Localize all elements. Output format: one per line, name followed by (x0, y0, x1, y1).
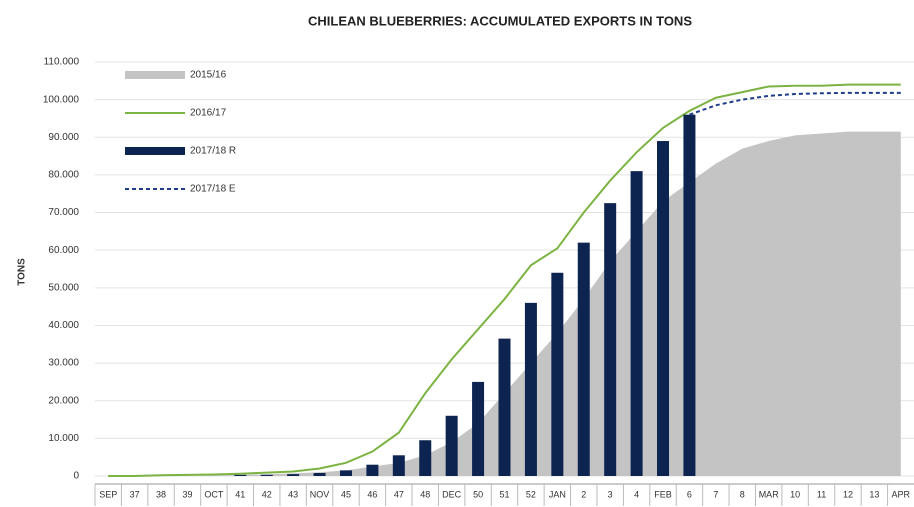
y-tick-label: 50.000 (48, 282, 79, 293)
x-tick-label: 47 (394, 489, 404, 499)
bar (630, 171, 643, 477)
y-tick-label: 10.000 (48, 433, 79, 444)
x-tick-label: 38 (156, 489, 166, 499)
bar (657, 141, 670, 476)
legend-swatch (125, 71, 185, 79)
legend-label: 2016/17 (190, 108, 227, 119)
y-tick-label: 20.000 (48, 395, 79, 406)
x-tick-label: 3 (608, 489, 613, 499)
y-tick-label: 0 (73, 471, 79, 482)
bar (260, 474, 273, 476)
x-tick-label: 7 (713, 489, 718, 499)
x-tick-label: SEP (99, 489, 117, 499)
y-tick-label: 100.000 (43, 94, 80, 105)
bar (339, 470, 352, 476)
x-tick-label: 37 (130, 489, 140, 499)
x-tick-label: 10 (790, 489, 800, 499)
legend-label: 2017/18 R (190, 146, 236, 157)
bar (472, 381, 485, 476)
x-tick-label: APR (892, 489, 911, 499)
x-tick-label: 6 (687, 489, 692, 499)
legend-label: 2017/18 E (190, 184, 236, 195)
x-tick-label: 48 (420, 489, 430, 499)
x-tick-label: OCT (204, 489, 224, 499)
y-tick-label: 40.000 (48, 320, 79, 331)
bar (524, 302, 537, 476)
bar (419, 440, 432, 476)
y-tick-label: 30.000 (48, 358, 79, 369)
bar (366, 464, 379, 476)
line (689, 91, 901, 116)
bar (551, 272, 564, 476)
x-tick-label: 46 (367, 489, 377, 499)
x-tick-label: 39 (182, 489, 192, 499)
x-tick-label: 41 (235, 489, 245, 499)
y-tick-label: 70.000 (48, 207, 79, 218)
x-tick-label: 42 (262, 489, 272, 499)
x-tick-label: JAN (549, 489, 566, 499)
y-tick-label: 110.000 (44, 57, 80, 68)
x-tick-label: 51 (499, 489, 509, 499)
x-tick-label: MAR (759, 489, 780, 499)
chart-title: CHILEAN BLUEBERRIES: ACCUMULATED EXPORTS… (308, 13, 692, 28)
x-tick-label: 8 (740, 489, 745, 499)
y-tick-label: 80.000 (48, 170, 79, 181)
y-tick-label: 60.000 (48, 245, 79, 256)
x-tick-label: 4 (634, 489, 639, 499)
line (108, 83, 901, 477)
legend-swatch (125, 147, 185, 155)
bar (577, 242, 590, 476)
x-tick-label: 13 (869, 489, 879, 499)
x-tick-label: 2 (581, 489, 586, 499)
x-tick-label: FEB (654, 489, 672, 499)
bar (392, 455, 405, 476)
bar (445, 415, 458, 476)
x-tick-label: 43 (288, 489, 298, 499)
y-axis-label: TONS (17, 258, 28, 286)
x-tick-label: 11 (817, 489, 826, 499)
bar (313, 472, 326, 476)
x-tick-label: 52 (526, 489, 536, 499)
x-tick-label: NOV (310, 489, 330, 499)
area (108, 131, 901, 477)
x-tick-label: DEC (442, 489, 462, 499)
x-tick-label: 12 (843, 489, 853, 499)
x-tick-label: 45 (341, 489, 351, 499)
y-tick-label: 90.000 (48, 132, 79, 143)
bar (498, 338, 511, 476)
bar (287, 474, 300, 476)
bar (234, 474, 247, 476)
x-tick-label: 50 (473, 489, 483, 499)
bar (683, 114, 696, 476)
legend-label: 2015/16 (190, 70, 227, 81)
bar (604, 203, 617, 477)
